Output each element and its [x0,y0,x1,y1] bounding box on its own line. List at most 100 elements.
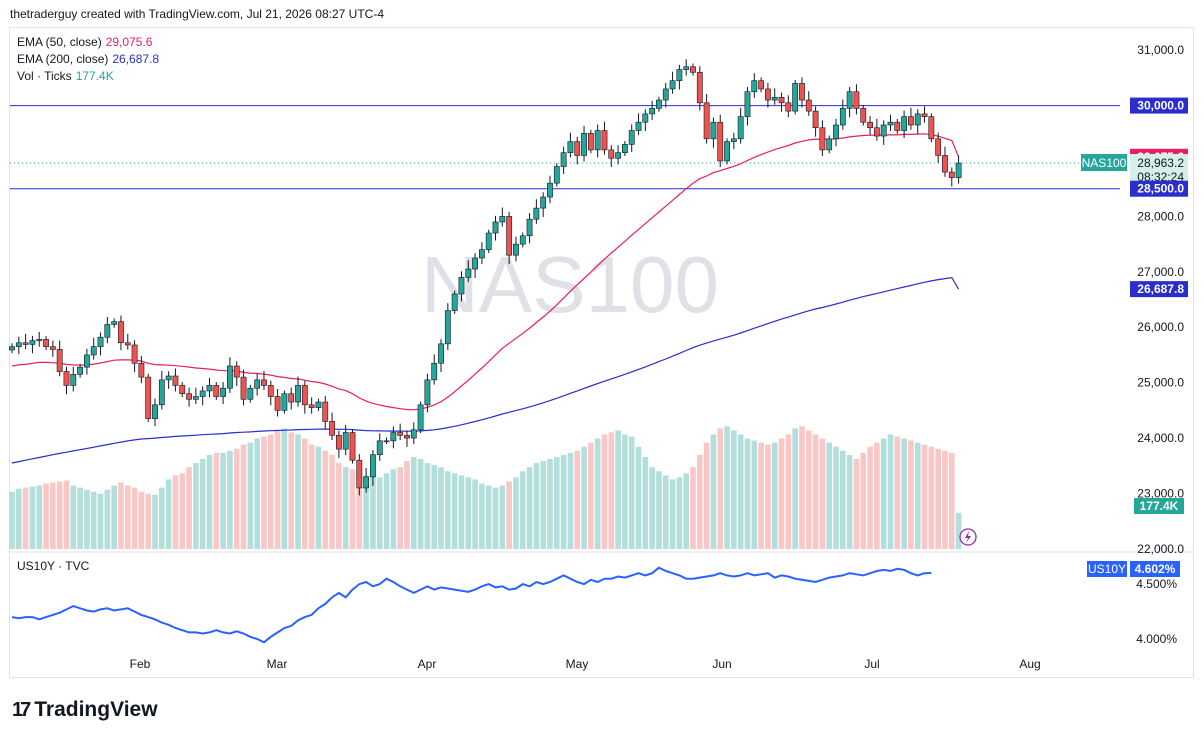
x-tick-label: Feb [130,657,151,671]
candle-body [485,232,492,250]
candle-body [839,108,846,126]
candle-body [233,365,240,378]
candle-body [478,249,485,259]
volume-bar [928,446,935,549]
candle-body [519,235,526,245]
legend-ema50-label: EMA (50, close) [17,35,102,49]
volume-bar [281,428,288,549]
candle-body [104,324,111,338]
candle-body [308,404,315,408]
candle-body [274,396,281,411]
volume-bar [240,444,247,549]
volume-bar [560,454,567,549]
attribution-text: thetraderguy created with TradingView.co… [10,7,384,21]
candle-body [206,385,213,392]
candle-body [765,88,771,101]
volume-bar [710,434,717,549]
ema200-line [11,276,960,464]
symbol-tag-label: NAS100 [1082,156,1127,170]
volume-bar [254,438,260,549]
candle-body [955,162,962,178]
candle-body [281,393,288,411]
candle-body [397,432,404,436]
y-tick-label: 25,000.0 [1137,376,1184,390]
candle-body [192,396,199,400]
volume-bar [308,444,315,549]
volume-bar [690,467,696,549]
volume-bar [635,446,642,549]
volume-bar [186,467,192,549]
x-tick-label: Jun [712,657,731,671]
candle-body [410,429,417,439]
volume-bar [921,444,928,549]
legend-ema50[interactable]: EMA (50, close) 29,075.6 [17,35,152,49]
volume-bar [948,452,955,549]
countdown-label: 08:32:24 [1137,170,1184,184]
legend-ema200[interactable]: EMA (200, close) 26,687.8 [17,52,159,66]
candle-body [560,152,567,167]
volume-bar [771,442,778,549]
candle-body [438,343,444,364]
volume-bar [349,469,356,549]
candle-body [15,342,22,347]
volume-bar [370,475,376,549]
tradingview-logo-icon: 17 [12,698,31,721]
volume-bar [424,463,431,549]
volume-bar [887,434,894,549]
volume-bar [833,446,839,549]
volume-bar [724,426,730,549]
candle-body [683,66,690,70]
volume-bar [513,477,519,549]
volume-bar [233,448,240,549]
candle-body [84,354,90,368]
us10y-symbol-badge [1087,561,1127,577]
volume-bar [935,448,941,549]
candle-body [9,346,15,351]
legend-volume-label: Vol · Ticks [17,69,72,83]
volume-bar [29,486,36,549]
volume-bar [302,438,308,549]
legend-us10y-label: US10Y · TVC [17,559,90,573]
last-price-label: 28,963.2 [1137,156,1184,170]
candle-body [628,130,635,145]
candle-body [458,277,465,295]
volume-bar [118,482,124,549]
candle-body [329,421,335,436]
candle-body [118,321,124,344]
candle-body [696,72,703,104]
volume-bar [737,434,744,549]
volume-bar [431,465,438,549]
candle-body [295,385,301,403]
volume-bar [295,434,301,549]
volume-bar [594,438,601,549]
watermark-text: NAS100 [421,240,719,329]
volume-bar [744,438,751,549]
volume-bar [519,471,526,549]
candle-body [669,80,676,90]
candle-body [567,141,574,153]
volume-bar [540,461,546,549]
tradingview-brand[interactable]: 17 TradingView [12,698,158,722]
candle-body [213,385,220,397]
candle-body [812,110,819,129]
legend-volume[interactable]: Vol · Ticks 177.4K [17,69,114,83]
legend-us10y[interactable]: US10Y · TVC [17,559,89,573]
volume-bar [792,428,798,549]
candle-body [785,102,792,112]
y-tick-label: 28,000.0 [1137,209,1184,223]
candle-body [499,216,506,223]
volume-bar [465,477,472,549]
chart-frame [9,27,1194,678]
candle-body [799,83,805,101]
volume-bar [662,475,669,549]
candle-body [826,138,833,151]
candle-body [778,96,785,104]
volume-bar [628,436,635,549]
volume-bar [199,459,206,549]
candle-body [431,362,438,381]
candle-body [860,108,867,123]
volume-bar [165,479,172,549]
volume-bar [322,450,329,549]
candle-body [267,385,274,397]
